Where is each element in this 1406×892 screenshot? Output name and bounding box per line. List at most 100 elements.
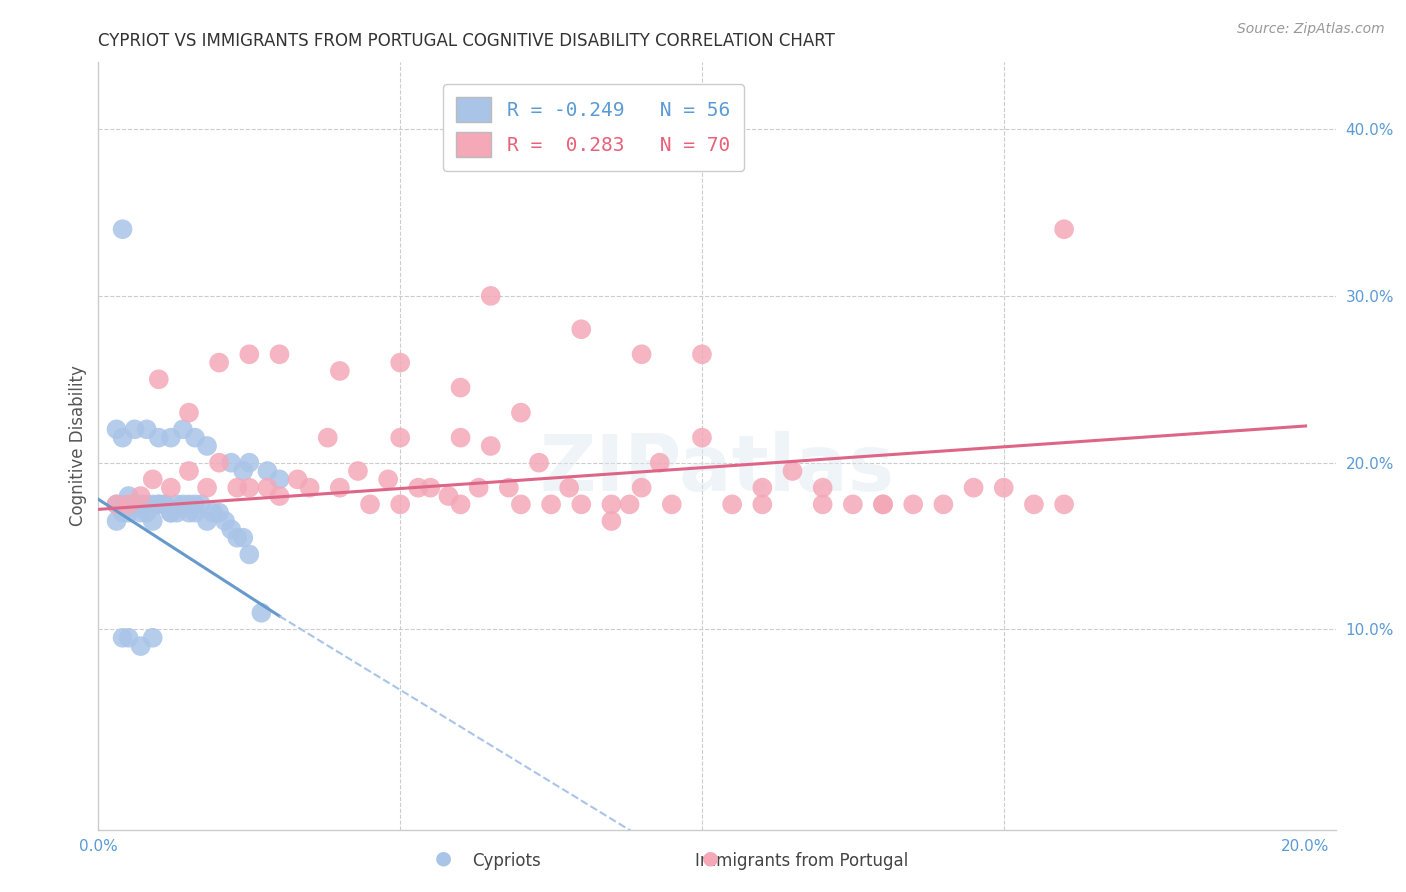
Point <box>111 222 134 236</box>
Point <box>142 497 165 511</box>
Point <box>238 481 260 495</box>
Point <box>721 497 744 511</box>
Point <box>250 606 273 620</box>
Point <box>811 481 834 495</box>
Point <box>569 322 592 336</box>
Point <box>135 497 157 511</box>
Point <box>269 472 291 486</box>
Point <box>389 431 412 445</box>
Point <box>450 497 472 511</box>
Point <box>359 497 381 511</box>
Point <box>630 347 652 361</box>
Point <box>111 506 134 520</box>
Point <box>214 514 236 528</box>
Text: Immigrants from Portugal: Immigrants from Portugal <box>695 852 908 870</box>
Point <box>142 514 165 528</box>
Point <box>184 506 207 520</box>
Point <box>226 481 249 495</box>
Point <box>117 497 139 511</box>
Point <box>195 481 218 495</box>
Point <box>160 506 183 520</box>
Point <box>540 497 562 511</box>
Point <box>298 481 321 495</box>
Point <box>269 489 291 503</box>
Point <box>648 456 671 470</box>
Point <box>148 497 170 511</box>
Point <box>619 497 641 511</box>
Point <box>479 289 502 303</box>
Point <box>872 497 894 511</box>
Point <box>751 497 773 511</box>
Point <box>105 514 128 528</box>
Point <box>177 406 200 420</box>
Point <box>160 481 183 495</box>
Point <box>600 497 623 511</box>
Point <box>782 464 804 478</box>
Point <box>129 506 152 520</box>
Point <box>479 439 502 453</box>
Point <box>811 497 834 511</box>
Point <box>111 431 134 445</box>
Point <box>105 497 128 511</box>
Point <box>238 548 260 562</box>
Text: ZIPatlas: ZIPatlas <box>540 431 894 507</box>
Text: Cypriots: Cypriots <box>472 852 540 870</box>
Point <box>153 497 176 511</box>
Point <box>329 364 352 378</box>
Point <box>148 431 170 445</box>
Point <box>177 506 200 520</box>
Point <box>232 531 254 545</box>
Point <box>690 431 713 445</box>
Point <box>142 631 165 645</box>
Point <box>219 522 242 536</box>
Point <box>1053 222 1076 236</box>
Point <box>177 464 200 478</box>
Point <box>184 497 207 511</box>
Point <box>630 481 652 495</box>
Point <box>111 497 134 511</box>
Point <box>208 456 231 470</box>
Point <box>509 497 531 511</box>
Point <box>160 431 183 445</box>
Text: ●: ● <box>702 848 718 867</box>
Point <box>661 497 683 511</box>
Point <box>269 347 291 361</box>
Point <box>316 431 339 445</box>
Point <box>450 381 472 395</box>
Point <box>166 497 188 511</box>
Point <box>467 481 489 495</box>
Point <box>962 481 984 495</box>
Point <box>419 481 441 495</box>
Point <box>160 506 183 520</box>
Point <box>256 481 278 495</box>
Point <box>129 639 152 653</box>
Point <box>105 497 128 511</box>
Point <box>184 431 207 445</box>
Point <box>232 464 254 478</box>
Point <box>166 506 188 520</box>
Point <box>153 497 176 511</box>
Point <box>135 422 157 436</box>
Point <box>751 481 773 495</box>
Point <box>142 472 165 486</box>
Point <box>903 497 925 511</box>
Legend: R = -0.249   N = 56, R =  0.283   N = 70: R = -0.249 N = 56, R = 0.283 N = 70 <box>443 84 744 170</box>
Text: Source: ZipAtlas.com: Source: ZipAtlas.com <box>1237 22 1385 37</box>
Point <box>124 497 146 511</box>
Point <box>558 481 581 495</box>
Point <box>190 497 212 511</box>
Point <box>117 489 139 503</box>
Point <box>842 497 865 511</box>
Y-axis label: Cognitive Disability: Cognitive Disability <box>69 366 87 526</box>
Point <box>347 464 370 478</box>
Point <box>124 422 146 436</box>
Point <box>129 489 152 503</box>
Point <box>377 472 399 486</box>
Point <box>105 422 128 436</box>
Point <box>389 356 412 370</box>
Point <box>208 356 231 370</box>
Point <box>690 347 713 361</box>
Point <box>527 456 550 470</box>
Point <box>872 497 894 511</box>
Point <box>256 464 278 478</box>
